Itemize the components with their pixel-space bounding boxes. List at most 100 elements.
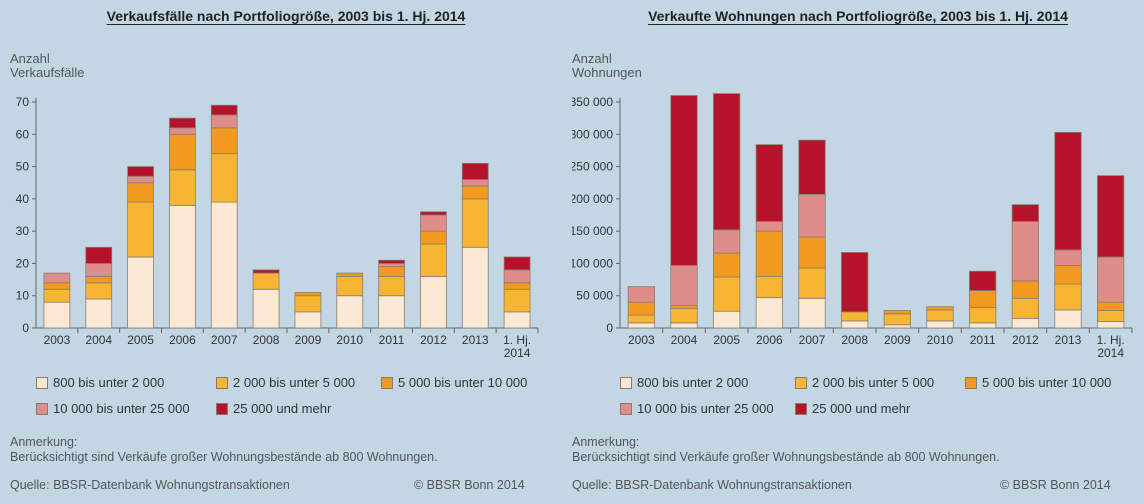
y-tick: 50	[16, 160, 36, 174]
x-tick-label: 2010	[336, 333, 363, 347]
bar-segment	[1097, 301, 1125, 311]
bar-segment	[670, 95, 698, 266]
bar-segment	[883, 310, 911, 315]
legend-swatch	[620, 402, 632, 415]
bar-segment	[378, 266, 405, 277]
y-tick-label: 60	[16, 127, 30, 141]
legend-item: 5 000 bis unter 10 000	[381, 375, 527, 390]
x-tick-label: 2011	[379, 333, 405, 347]
bar-segment	[627, 322, 655, 329]
y-tick: 10	[16, 289, 36, 303]
legend-item: 2 000 bis unter 5 000	[216, 375, 355, 390]
y-tick: 0	[606, 321, 620, 335]
bar-segment	[503, 288, 531, 313]
bar-segment	[798, 193, 826, 238]
y-tick: 70	[16, 95, 36, 109]
y-tick: 300 000	[572, 127, 620, 141]
bar-segment	[252, 272, 280, 290]
x-tick-label: 1. Hj. 2014	[503, 333, 531, 360]
bar-segment	[1054, 283, 1082, 311]
bar-segment	[420, 275, 447, 329]
copyright-note: © BBSR Bonn 2014	[1000, 478, 1111, 492]
bar-segment	[85, 263, 113, 277]
y-tick: 150 000	[572, 224, 620, 238]
legend-label: 25 000 und mehr	[233, 401, 332, 416]
notes-heading: Anmerkung:	[572, 435, 640, 449]
bar-segment	[755, 230, 783, 277]
y-tick: 350 000	[572, 95, 620, 109]
notes-text: Berücksichtigt sind Verkäufe großer Wohn…	[10, 450, 438, 464]
legend-label: 800 bis unter 2 000	[53, 375, 165, 390]
bar-segment	[127, 182, 154, 203]
legend-item: 5 000 bis unter 10 000	[965, 375, 1111, 390]
x-tick-label: 2009	[295, 333, 322, 347]
x-tick-label: 2008	[253, 333, 280, 347]
bar-segment	[210, 104, 238, 116]
bar-segment	[670, 304, 698, 310]
bar-segment	[461, 185, 489, 200]
y-tick-label: 0	[606, 321, 613, 335]
bar-segment	[378, 263, 405, 268]
notes: Anmerkung: Berücksichtigt sind Verkäufe …	[572, 435, 1132, 465]
panel-wohnungen: Verkaufte Wohnungen nach Portfoliogröße,…	[572, 0, 1144, 504]
x-tick-label: 2007	[211, 333, 238, 347]
y-tick: 50 000	[576, 289, 620, 303]
x-tick-label: 2006	[756, 333, 783, 347]
bar-segment	[1011, 221, 1039, 282]
bar-segment	[713, 310, 741, 329]
legend-label: 800 bis unter 2 000	[637, 375, 749, 390]
legend-item: 800 bis unter 2 000	[620, 375, 748, 390]
y-tick: 0	[22, 321, 36, 335]
y-tick-label: 100 000	[572, 256, 613, 270]
bar-segment	[43, 288, 71, 303]
legend-label: 2 000 bis unter 5 000	[233, 375, 356, 390]
legend-swatch	[795, 402, 807, 415]
y-tick: 200 000	[572, 192, 620, 206]
bar-segment	[127, 166, 154, 177]
bar-segment	[420, 214, 447, 232]
y-tick-label: 40	[16, 192, 30, 206]
bar-segment	[85, 298, 113, 329]
bar-chart-verkaufsfaelle: 0 10 20 30 40 50 60 70 2003 2004 2005 2006 2007 2008 2…	[16, 95, 539, 360]
bar-segment	[841, 320, 869, 329]
copyright-note: © BBSR Bonn 2014	[414, 478, 525, 492]
bar-segment	[420, 243, 447, 277]
notes-heading: Anmerkung:	[10, 435, 78, 449]
legend-item: 25 000 und mehr	[216, 401, 331, 416]
bar-segment	[713, 276, 741, 312]
y-axis-label: Anzahl Wohnungen	[572, 51, 642, 80]
bar-segment	[713, 229, 741, 254]
bar-segment	[1097, 310, 1125, 322]
x-tick-label: 2003	[44, 333, 71, 347]
legend-swatch	[381, 376, 393, 389]
x-tick-label: 2013	[1055, 333, 1082, 347]
bar-segment	[713, 252, 741, 278]
x-tick-label: 2007	[799, 333, 826, 347]
bar-segment	[1097, 256, 1125, 303]
bar-segment	[713, 93, 741, 231]
y-tick: 60	[16, 127, 36, 141]
y-tick-label: 30	[16, 224, 30, 238]
bar-segment	[169, 117, 196, 129]
notes-text: Berücksichtigt sind Verkäufe großer Wohn…	[572, 450, 1000, 464]
x-tick-label: 2004	[671, 333, 698, 347]
legend-swatch	[965, 376, 977, 389]
y-tick: 100 000	[572, 256, 620, 270]
x-tick-label: 2012	[420, 333, 447, 347]
y-tick-label: 50	[16, 160, 30, 174]
bar-chart-wohnungen: 0 50 000 100 000 150 000 200 000 250 000 300 0…	[572, 93, 1133, 360]
bar-segment	[252, 269, 280, 274]
bar-segment	[670, 308, 698, 324]
bar-segment	[755, 144, 783, 222]
bar-segment	[755, 297, 783, 329]
bar-segment	[798, 139, 826, 195]
legend-label: 10 000 bis unter 25 000	[53, 401, 190, 416]
notes: Anmerkung: Berücksichtigt sind Verkäufe …	[10, 435, 570, 465]
bar-segment	[627, 314, 655, 324]
legend-swatch	[795, 376, 807, 389]
bar-segment	[461, 246, 489, 329]
bar-segment	[43, 282, 71, 290]
bar-segment	[969, 290, 997, 308]
legend-label: 5 000 bis unter 10 000	[398, 375, 528, 390]
bar-segment	[336, 272, 364, 277]
